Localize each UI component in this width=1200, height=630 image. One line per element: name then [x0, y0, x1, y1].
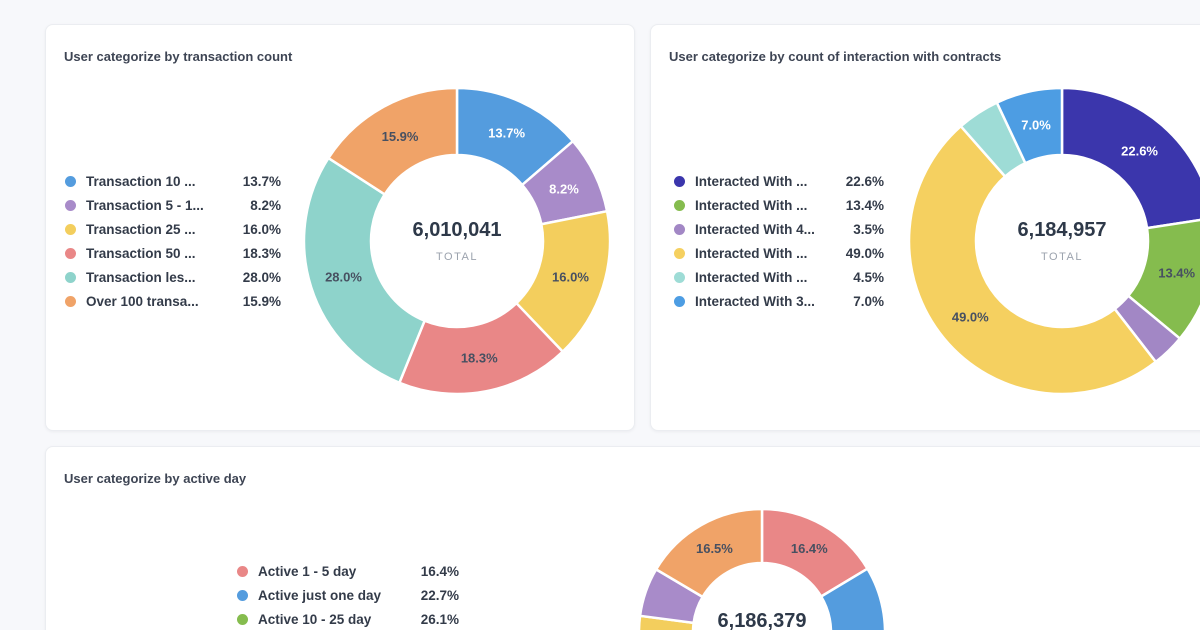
- legend-dot: [674, 199, 685, 211]
- legend-label: Interacted With ...: [695, 245, 808, 261]
- donut-slice[interactable]: [806, 567, 887, 630]
- legend-dot: [674, 295, 685, 307]
- card-active-day: User categorize by active day Active 1 -…: [45, 446, 1200, 630]
- slice-percent-label: 13.4%: [1158, 265, 1195, 280]
- legend-label: Transaction 50 ...: [86, 245, 196, 261]
- legend-value: 28.0%: [242, 269, 281, 285]
- legend-label: Active 1 - 5 day: [258, 563, 357, 579]
- legend-item[interactable]: Transaction 50 ... 18.3%: [65, 241, 281, 265]
- legend-item[interactable]: Interacted With ... 4.5%: [674, 265, 884, 289]
- legend-value: 13.4%: [845, 197, 884, 213]
- legend-value: 22.7%: [420, 587, 459, 603]
- donut-chart: 13.7% 8.2% 16.0% 18.3% 28.0% 15.9%: [46, 25, 634, 430]
- legend-item[interactable]: Transaction 5 - 1... 8.2%: [65, 193, 281, 217]
- legend: Transaction 10 ... 13.7% Transaction 5 - 1…: [65, 169, 281, 313]
- legend: Interacted With ... 22.6% Interacted With …: [674, 169, 884, 313]
- legend-dot: [237, 589, 248, 601]
- legend-dot: [237, 613, 248, 625]
- legend-item[interactable]: Interacted With ... 49.0%: [674, 241, 884, 265]
- legend-value: 15.9%: [242, 293, 281, 309]
- legend-item[interactable]: Interacted With 3... 7.0%: [674, 289, 884, 313]
- card-title: User categorize by transaction count: [64, 49, 293, 64]
- card-contract-interaction: User categorize by count of interaction …: [650, 24, 1200, 431]
- legend-label: Transaction 10 ...: [86, 173, 196, 189]
- legend-dot: [65, 271, 76, 283]
- legend-value: 16.0%: [242, 221, 281, 237]
- slice-percent-label: 28.0%: [325, 269, 362, 284]
- donut-slice[interactable]: [327, 86, 459, 196]
- slice-percent-label: 49.0%: [952, 309, 989, 324]
- legend-dot: [674, 247, 685, 259]
- slice-percent-label: 7.0%: [1021, 117, 1051, 132]
- donut-chart: 16.4% 16.5%: [46, 447, 1200, 630]
- legend-label: Transaction 5 - 1...: [86, 197, 204, 213]
- slice-percent-label: 18.3%: [461, 350, 498, 365]
- legend-item[interactable]: Active 10 - 25 day 26.1%: [237, 607, 459, 630]
- slice-percent-label: 16.0%: [552, 269, 589, 284]
- donut-slice[interactable]: [995, 86, 1064, 165]
- slice-percent-label: 8.2%: [549, 181, 579, 196]
- card-title: User categorize by count of interaction …: [669, 49, 1002, 64]
- legend-dot: [65, 223, 76, 235]
- donut-slice[interactable]: [654, 507, 764, 599]
- slice-percent-label: 16.5%: [696, 541, 733, 556]
- legend-dot: [674, 271, 685, 283]
- legend-dot: [674, 175, 685, 187]
- donut-slice[interactable]: [1060, 86, 1200, 230]
- donut-chart: 22.6% 13.4% 49.0% 7.0%: [651, 25, 1200, 430]
- legend-label: Active 10 - 25 day: [258, 611, 372, 627]
- legend-item[interactable]: Transaction 10 ... 13.7%: [65, 169, 281, 193]
- legend-item[interactable]: Active just one day 22.7%: [237, 583, 459, 607]
- slice-percent-label: 13.7%: [488, 125, 525, 140]
- legend-label: Transaction les...: [86, 269, 196, 285]
- legend-label: Interacted With ...: [695, 269, 808, 285]
- donut-slice[interactable]: [398, 301, 564, 396]
- legend-value: 13.7%: [242, 173, 281, 189]
- legend-dot: [65, 247, 76, 259]
- legend-value: 26.1%: [420, 611, 459, 627]
- legend-value: 3.5%: [853, 221, 884, 237]
- legend-value: 18.3%: [242, 245, 281, 261]
- legend-label: Transaction 25 ...: [86, 221, 196, 237]
- card-title: User categorize by active day: [64, 471, 247, 486]
- legend-label: Active just one day: [258, 587, 382, 603]
- card-transaction-count: User categorize by transaction count Tra…: [45, 24, 635, 431]
- legend-value: 16.4%: [420, 563, 459, 579]
- slice-percent-label: 15.9%: [382, 129, 419, 144]
- legend-value: 22.6%: [845, 173, 884, 189]
- legend-item[interactable]: Interacted With ... 22.6%: [674, 169, 884, 193]
- legend-value: 4.5%: [853, 269, 884, 285]
- slice-percent-label: 22.6%: [1121, 143, 1158, 158]
- legend-label: Over 100 transa...: [86, 293, 199, 309]
- legend-item[interactable]: Transaction les... 28.0%: [65, 265, 281, 289]
- legend-dot: [65, 295, 76, 307]
- legend-label: Interacted With 3...: [695, 293, 815, 309]
- legend-value: 49.0%: [845, 245, 884, 261]
- legend-value: 7.0%: [853, 293, 884, 309]
- legend-label: Interacted With ...: [695, 197, 808, 213]
- legend-dot: [65, 175, 76, 187]
- legend-label: Interacted With 4...: [695, 221, 815, 237]
- legend-value: 8.2%: [250, 197, 281, 213]
- legend-item[interactable]: Interacted With ... 13.4%: [674, 193, 884, 217]
- legend-item[interactable]: Over 100 transa... 15.9%: [65, 289, 281, 313]
- legend: Active 1 - 5 day 16.4% Active just one day…: [237, 559, 459, 630]
- legend-dot: [237, 565, 248, 577]
- legend-item[interactable]: Active 1 - 5 day 16.4%: [237, 559, 459, 583]
- legend-item[interactable]: Transaction 25 ... 16.0%: [65, 217, 281, 241]
- legend-label: Interacted With ...: [695, 173, 808, 189]
- legend-dot: [65, 199, 76, 211]
- donut-slice[interactable]: [907, 124, 1158, 396]
- slice-percent-label: 16.4%: [791, 541, 828, 556]
- legend-item[interactable]: Interacted With 4... 3.5%: [674, 217, 884, 241]
- donut-slice[interactable]: [302, 156, 426, 384]
- legend-dot: [674, 223, 685, 235]
